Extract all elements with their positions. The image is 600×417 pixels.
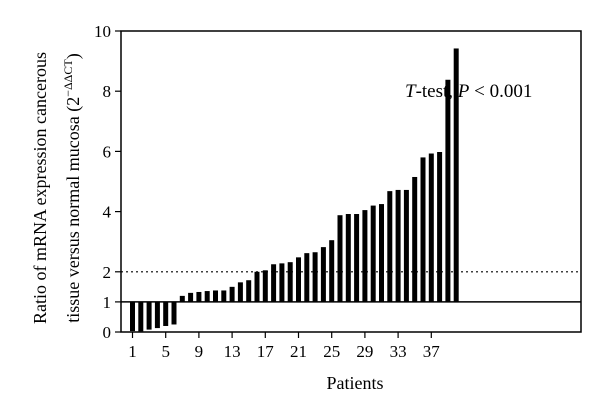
y-tick-label: 1 bbox=[103, 293, 112, 312]
bar-patient-30 bbox=[370, 205, 376, 302]
x-tick-label: 17 bbox=[257, 342, 275, 361]
y-tick-label: 8 bbox=[103, 82, 112, 101]
bar-patient-31 bbox=[379, 204, 384, 302]
y-tick-label: 0 bbox=[103, 323, 112, 342]
bar-patient-28 bbox=[354, 214, 360, 302]
bar-patient-18 bbox=[271, 264, 277, 302]
bar-patient-7 bbox=[179, 295, 185, 302]
t-test-annotation: T-test, P < 0.001 bbox=[405, 81, 532, 102]
bar-patient-9 bbox=[196, 291, 202, 302]
bar-patient-40 bbox=[453, 48, 459, 302]
y-tick-label: 10 bbox=[94, 22, 111, 41]
x-tick-label: 37 bbox=[423, 342, 441, 361]
x-tick-label: 13 bbox=[224, 342, 241, 361]
bar-patient-4 bbox=[154, 301, 160, 329]
bar-patient-33 bbox=[395, 189, 401, 302]
bar-patient-3 bbox=[146, 301, 152, 330]
bar-patient-29 bbox=[362, 210, 368, 302]
y-axis-title-line2: tissue versus normal mucosa (2−ΔΔCT) bbox=[61, 53, 84, 323]
y-tick-label: 4 bbox=[103, 203, 112, 222]
bar-patient-1 bbox=[130, 301, 135, 332]
bar-patient-23 bbox=[312, 252, 318, 302]
x-tick-label: 29 bbox=[356, 342, 373, 361]
y-tick-label: 6 bbox=[103, 142, 112, 161]
bar-patient-37 bbox=[428, 153, 434, 302]
bar-patient-34 bbox=[403, 189, 409, 302]
bar-patient-22 bbox=[304, 253, 310, 302]
bar-patient-36 bbox=[420, 157, 426, 302]
bar-patient-12 bbox=[221, 290, 227, 302]
x-tick-label: 21 bbox=[290, 342, 307, 361]
bar-patient-14 bbox=[237, 282, 243, 302]
bars-group bbox=[130, 48, 459, 332]
bar-patient-10 bbox=[204, 291, 210, 302]
bar-patient-20 bbox=[287, 262, 293, 302]
bar-patient-15 bbox=[246, 280, 252, 302]
bar-patient-11 bbox=[213, 290, 218, 302]
bar-patient-39 bbox=[445, 79, 451, 302]
bar-patient-2 bbox=[138, 301, 144, 332]
bar-patient-38 bbox=[437, 152, 443, 302]
bar-patient-21 bbox=[296, 257, 301, 302]
bar-patient-19 bbox=[279, 263, 285, 302]
y-axis: 0 1 2 4 6 8 10 bbox=[94, 22, 121, 342]
x-tick-label: 5 bbox=[161, 342, 170, 361]
bar-patient-8 bbox=[188, 292, 194, 302]
x-tick-label: 33 bbox=[390, 342, 407, 361]
bar-patient-27 bbox=[345, 214, 351, 302]
y-tick-label: 2 bbox=[103, 263, 112, 282]
bar-patient-25 bbox=[329, 240, 335, 302]
x-tick-label: 25 bbox=[323, 342, 340, 361]
bar-patient-17 bbox=[262, 270, 268, 302]
y-axis-title-line1: Ratio of mRNA expression cancerous bbox=[30, 52, 50, 324]
bar-patient-13 bbox=[229, 286, 235, 302]
bar-patient-16 bbox=[254, 271, 260, 302]
plot-frame bbox=[120, 30, 582, 333]
x-axis: 1 5 9 13 17 21 25 29 33 37 bbox=[128, 332, 440, 361]
bar-patient-24 bbox=[320, 247, 326, 302]
bar-patient-26 bbox=[337, 215, 343, 302]
x-tick-label: 9 bbox=[195, 342, 204, 361]
bar-patient-6 bbox=[171, 301, 177, 325]
bar-patient-35 bbox=[412, 176, 418, 302]
bar-patient-32 bbox=[387, 191, 393, 302]
bar-patient-5 bbox=[163, 301, 169, 326]
x-axis-title: Patients bbox=[327, 373, 384, 393]
x-tick-label: 1 bbox=[128, 342, 137, 361]
